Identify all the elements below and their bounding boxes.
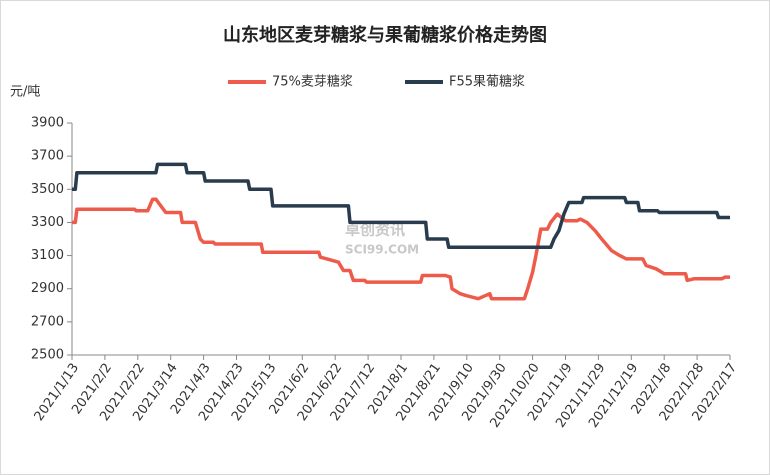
legend-label: 75%麦芽糖浆 xyxy=(272,74,353,90)
y-tick-label: 3300 xyxy=(31,215,64,230)
y-tick-label: 3700 xyxy=(31,149,64,164)
watermark: SCI99.COM xyxy=(345,243,419,257)
y-tick-label: 3100 xyxy=(31,248,64,263)
line xyxy=(72,162,730,250)
watermark: 卓创资讯 xyxy=(345,221,405,239)
y-tick-label: 2700 xyxy=(31,314,64,329)
y-tick-label: 2900 xyxy=(31,281,64,296)
y-tick-label: 3900 xyxy=(31,116,64,131)
y-tick-label: 2500 xyxy=(31,348,64,363)
chart-title: 山东地区麦芽糖浆与果葡糖浆价格走势图 xyxy=(223,24,547,46)
y-tick-label: 3500 xyxy=(31,182,64,197)
legend-label: F55果葡糖浆 xyxy=(449,74,525,90)
y-axis-label: 元/吨 xyxy=(10,85,40,100)
line xyxy=(72,197,730,301)
